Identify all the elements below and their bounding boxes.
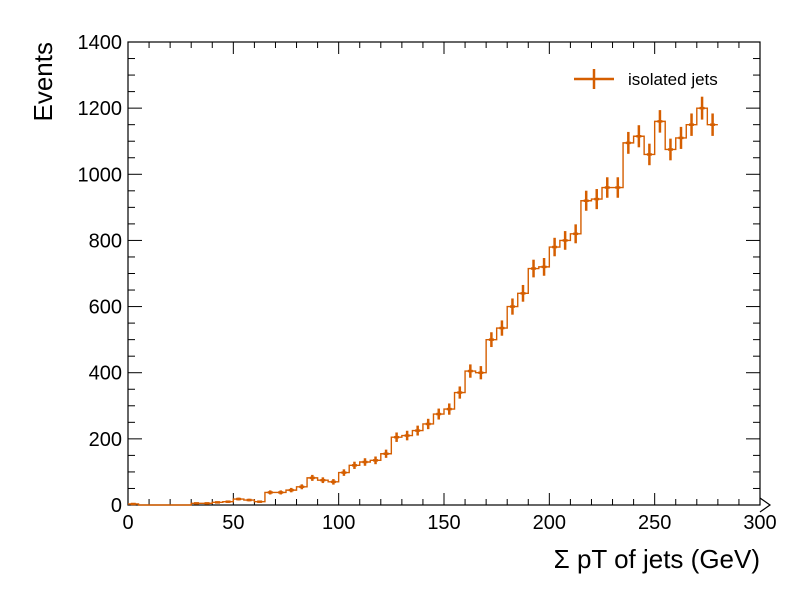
data-point <box>646 143 652 166</box>
data-point <box>236 497 242 501</box>
data-point <box>309 474 315 481</box>
y-tick-labels: 0 200 400 600 800 1000 1200 1400 <box>78 32 123 517</box>
data-point <box>404 430 410 441</box>
data-point <box>362 458 368 466</box>
data-point <box>594 189 600 210</box>
data-point <box>394 432 400 442</box>
x-tick-label: 200 <box>533 512 566 534</box>
error-bars <box>130 96 716 506</box>
data-point <box>689 113 695 136</box>
data-point <box>531 259 537 278</box>
data-point <box>341 469 347 476</box>
data-point <box>278 490 284 495</box>
data-point <box>215 501 221 504</box>
data-point <box>246 498 252 502</box>
data-point <box>436 408 442 420</box>
y-tick-label: 200 <box>89 429 122 451</box>
y-tick-label: 1000 <box>78 164 123 186</box>
data-point <box>130 502 136 506</box>
y-tick-label: 1200 <box>78 98 123 120</box>
data-point <box>351 461 357 469</box>
data-point <box>657 110 663 133</box>
data-point <box>204 502 210 505</box>
y-tick-label: 800 <box>89 230 122 252</box>
y-tick-label: 0 <box>111 495 122 517</box>
x-tick-label: 150 <box>427 512 460 534</box>
data-point <box>478 366 484 380</box>
x-tick-label: 50 <box>222 512 244 534</box>
y-tick-label: 600 <box>89 297 122 319</box>
y-tick-label: 1400 <box>78 32 123 54</box>
data-point <box>383 449 389 458</box>
data-point <box>488 332 494 348</box>
data-point <box>457 386 463 399</box>
y-axis-title: Events <box>28 42 58 122</box>
data-point <box>446 403 452 415</box>
data-point <box>562 231 568 250</box>
data-point <box>667 138 673 161</box>
x-tick-label: 300 <box>743 512 776 534</box>
data-point <box>299 484 305 490</box>
legend: isolated jets <box>574 69 718 89</box>
data-point <box>625 131 631 154</box>
data-point <box>225 500 231 503</box>
data-point <box>573 224 579 244</box>
x-tick-label: 100 <box>322 512 355 534</box>
data-point <box>678 126 684 149</box>
data-point <box>425 418 431 430</box>
histogram-step-line <box>128 107 718 506</box>
data-point <box>583 190 589 211</box>
data-point <box>699 96 705 120</box>
data-point <box>552 237 558 257</box>
data-point <box>499 320 505 336</box>
data-point <box>710 113 716 136</box>
axis-ticks <box>127 41 761 506</box>
data-point <box>193 502 199 505</box>
plot-area: 0 50 100 150 200 250 300 0 200 400 600 800 1000 1200… <box>78 32 777 534</box>
data-point <box>415 425 421 436</box>
x-tick-label: 250 <box>638 512 671 534</box>
data-point <box>467 364 473 378</box>
data-point <box>520 284 526 302</box>
data-point <box>604 177 610 198</box>
x-tick-label: 0 <box>122 512 133 534</box>
data-point <box>615 177 621 198</box>
data-point <box>320 477 326 484</box>
plot-frame <box>127 41 761 506</box>
data-point <box>267 490 273 495</box>
data-point <box>509 298 515 315</box>
legend-entry-isolated-jets: isolated jets <box>628 70 718 89</box>
x-axis-title: Σ pT of jets (GeV) <box>554 544 760 574</box>
data-point <box>257 500 263 503</box>
data-point <box>541 258 547 276</box>
x-tick-labels: 0 50 100 150 200 250 300 <box>122 512 776 534</box>
data-point <box>636 125 642 148</box>
x-axis-arrow <box>759 497 772 513</box>
y-tick-label: 400 <box>89 363 122 385</box>
data-point <box>330 479 336 485</box>
data-point <box>373 456 379 465</box>
data-point <box>288 487 294 493</box>
